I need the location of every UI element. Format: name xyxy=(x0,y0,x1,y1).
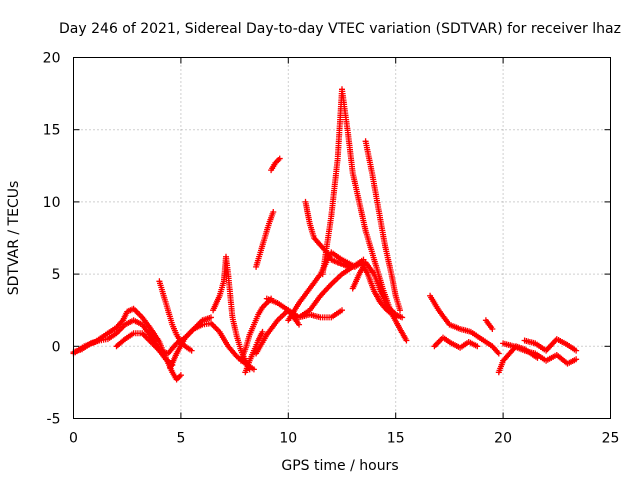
x-tick-label: 5 xyxy=(176,431,185,447)
grid xyxy=(73,57,611,419)
series-arc-5 xyxy=(167,320,257,373)
data-point-markers xyxy=(427,292,502,357)
y-tick-label: 15 xyxy=(43,123,61,139)
series-arc-23 xyxy=(500,340,580,367)
x-tick-labels: 0 5 10 15 20 25 xyxy=(69,431,619,447)
series-arc-11 xyxy=(253,307,345,357)
series-arc-13 xyxy=(285,249,356,324)
series-arc-6 xyxy=(210,253,253,373)
data-point-markers xyxy=(285,249,356,324)
series-arc-24 xyxy=(521,336,580,354)
data-point-markers xyxy=(521,336,580,354)
data-point-markers xyxy=(238,295,275,364)
y-tick-labels: -5 0 5 10 15 20 xyxy=(43,51,61,428)
data-point-markers xyxy=(362,138,403,314)
data-point-markers xyxy=(319,86,410,344)
series-arc-4 xyxy=(156,278,195,354)
ticks xyxy=(73,57,611,419)
x-tick-label: 0 xyxy=(69,431,78,447)
data-point-markers xyxy=(500,340,580,367)
y-tick-label: 20 xyxy=(43,51,61,67)
y-tick-label: -5 xyxy=(47,412,61,428)
series-arc-10 xyxy=(268,155,283,174)
y-tick-label: 5 xyxy=(52,267,61,283)
data-point-markers xyxy=(167,320,257,373)
x-tick-label: 20 xyxy=(494,431,512,447)
data-point-markers xyxy=(253,209,277,270)
series-arc-9 xyxy=(253,209,277,270)
data-point-markers xyxy=(242,328,266,376)
plot-frame xyxy=(73,57,611,419)
series-arc-18 xyxy=(362,138,403,314)
series-arc-16 xyxy=(319,86,410,344)
data-point-markers xyxy=(210,253,253,373)
data-point-markers xyxy=(268,155,283,174)
series-arc-17 xyxy=(349,259,406,321)
series-arc-21 xyxy=(482,317,496,332)
y-tick-label: 0 xyxy=(52,339,61,355)
data-points xyxy=(70,86,580,383)
data-point-markers xyxy=(253,307,345,357)
series-arc-20 xyxy=(431,334,481,351)
series-arc-8 xyxy=(242,328,266,376)
data-point-markers xyxy=(431,334,481,351)
x-axis-label: GPS time / hours xyxy=(281,458,398,474)
data-point-markers xyxy=(156,278,195,354)
y-axis-label: SDTVAR / TECUs xyxy=(6,181,22,296)
series-arc-19 xyxy=(427,292,502,357)
x-tick-label: 25 xyxy=(602,431,620,447)
x-tick-label: 15 xyxy=(387,431,405,447)
series-arc-7 xyxy=(238,295,275,364)
data-point-markers xyxy=(482,317,496,332)
data-point-markers xyxy=(349,259,406,321)
x-tick-label: 10 xyxy=(279,431,297,447)
y-tick-label: 10 xyxy=(43,195,61,211)
chart-title: Day 246 of 2021, Sidereal Day-to-day VTE… xyxy=(59,21,621,37)
